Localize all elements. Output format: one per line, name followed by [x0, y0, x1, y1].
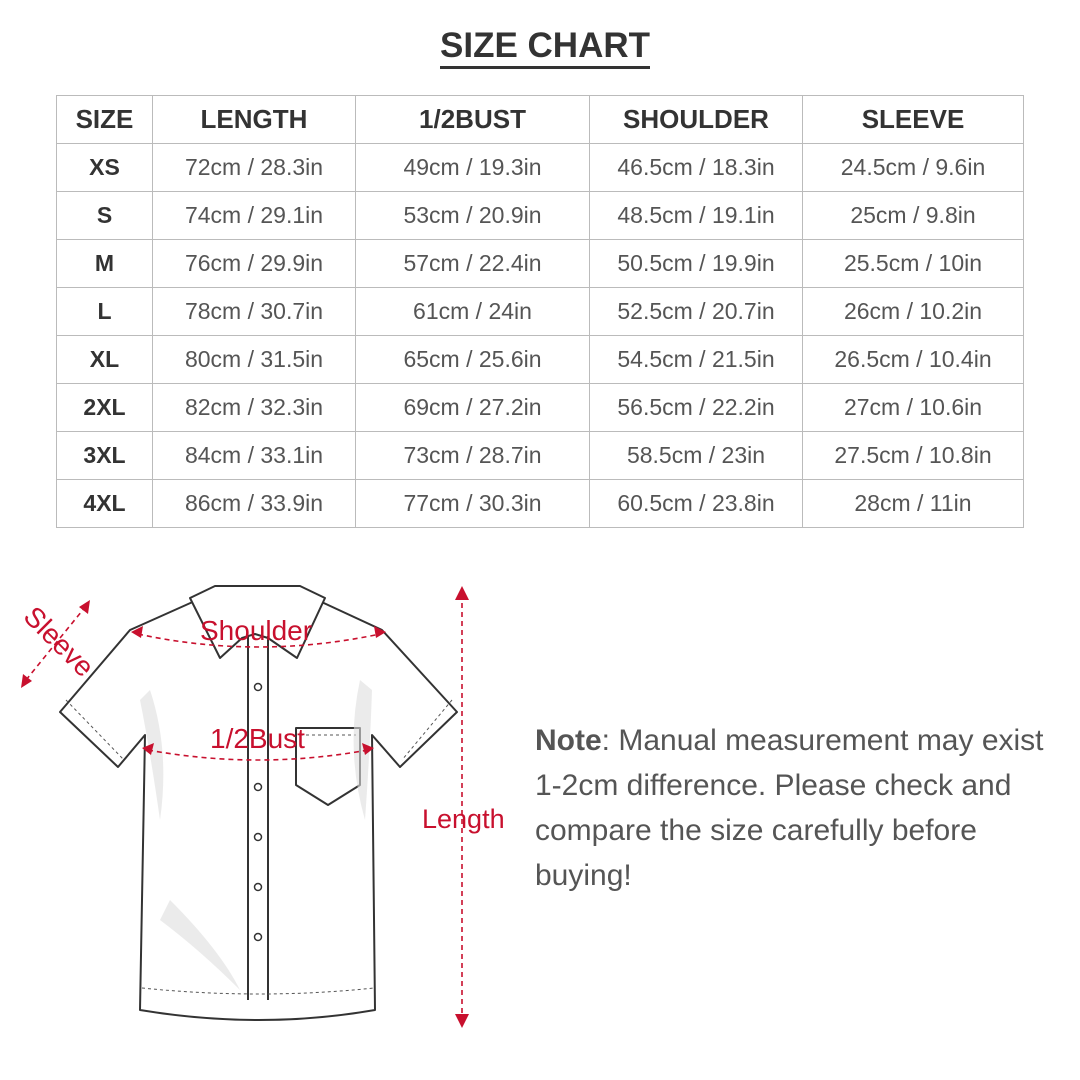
measurement-cell: 52.5cm / 20.7in: [589, 287, 803, 336]
measurement-cell: 76cm / 29.9in: [152, 239, 356, 288]
measurement-cell: 73cm / 28.7in: [355, 431, 590, 480]
measurement-cell: 27.5cm / 10.8in: [802, 431, 1024, 480]
table-row: 3XL 84cm / 33.1in 73cm / 28.7in 58.5cm / 23…: [56, 431, 1024, 480]
measurement-cell: 25.5cm / 10in: [802, 239, 1024, 288]
measurement-cell: 24.5cm / 9.6in: [802, 143, 1024, 192]
column-header: SLEEVE: [802, 95, 1024, 144]
measurement-cell: 80cm / 31.5in: [152, 335, 356, 384]
measurement-cell: 65cm / 25.6in: [355, 335, 590, 384]
measurement-cell: 72cm / 28.3in: [152, 143, 356, 192]
column-header: SIZE: [56, 95, 153, 144]
measurement-cell: 50.5cm / 19.9in: [589, 239, 803, 288]
length-label: Length: [422, 804, 505, 834]
note-label: Note: [535, 724, 602, 757]
measurement-cell: 82cm / 32.3in: [152, 383, 356, 432]
measurement-cell: 53cm / 20.9in: [355, 191, 590, 240]
measurement-cell: 27cm / 10.6in: [802, 383, 1024, 432]
size-cell: L: [56, 287, 153, 336]
measurement-cell: 25cm / 9.8in: [802, 191, 1024, 240]
measurement-cell: 46.5cm / 18.3in: [589, 143, 803, 192]
size-table: SIZE LENGTH 1/2BUST SHOULDER SLEEVE XS 72cm /…: [56, 95, 1024, 528]
table-row: S 74cm / 29.1in 53cm / 20.9in 48.5cm / 19.1…: [56, 191, 1024, 240]
page-title: SIZE CHART: [0, 26, 1080, 69]
table-row: XL 80cm / 31.5in 65cm / 25.6in 54.5cm / 21.…: [56, 335, 1024, 384]
measurement-cell: 26.5cm / 10.4in: [802, 335, 1024, 384]
note-text: Note: Manual measurement may exist 1-2cm…: [535, 718, 1055, 898]
size-cell: 3XL: [56, 431, 153, 480]
measurement-cell: 84cm / 33.1in: [152, 431, 356, 480]
shirt-pocket: [295, 727, 361, 806]
shirt-measurement-diagram: Shoulder 1/2Bust Length Sleeve: [18, 585, 505, 1028]
column-header: 1/2BUST: [355, 95, 590, 144]
column-header: SHOULDER: [589, 95, 803, 144]
measurement-cell: 58.5cm / 23in: [589, 431, 803, 480]
measurement-cell: 60.5cm / 23.8in: [589, 479, 803, 528]
measurement-cell: 74cm / 29.1in: [152, 191, 356, 240]
bust-label: 1/2Bust: [210, 723, 305, 754]
measurement-cell: 86cm / 33.9in: [152, 479, 356, 528]
table-row: 2XL 82cm / 32.3in 69cm / 27.2in 56.5cm / 22…: [56, 383, 1024, 432]
size-cell: 2XL: [56, 383, 153, 432]
measurement-cell: 26cm / 10.2in: [802, 287, 1024, 336]
column-header: LENGTH: [152, 95, 356, 144]
measurement-cell: 54.5cm / 21.5in: [589, 335, 803, 384]
size-cell: 4XL: [56, 479, 153, 528]
size-cell: M: [56, 239, 153, 288]
shoulder-label: Shoulder: [200, 615, 312, 646]
note-body: : Manual measurement may exist 1-2cm dif…: [535, 724, 1044, 892]
measurement-cell: 28cm / 11in: [802, 479, 1024, 528]
measurement-cell: 77cm / 30.3in: [355, 479, 590, 528]
table-row: M 76cm / 29.9in 57cm / 22.4in 50.5cm / 19.9…: [56, 239, 1024, 288]
table-row: L 78cm / 30.7in 61cm / 24in 52.5cm / 20.7in…: [56, 287, 1024, 336]
size-cell: XS: [56, 143, 153, 192]
shirt-collar: [189, 585, 326, 659]
measurement-cell: 56.5cm / 22.2in: [589, 383, 803, 432]
measurement-cell: 78cm / 30.7in: [152, 287, 356, 336]
measurement-cell: 48.5cm / 19.1in: [589, 191, 803, 240]
measurement-cell: 57cm / 22.4in: [355, 239, 590, 288]
size-cell: XL: [56, 335, 153, 384]
measurement-cell: 69cm / 27.2in: [355, 383, 590, 432]
size-cell: S: [56, 191, 153, 240]
table-row: 4XL 86cm / 33.9in 77cm / 30.3in 60.5cm / 23…: [56, 479, 1024, 528]
table-header-row: SIZE LENGTH 1/2BUST SHOULDER SLEEVE: [56, 95, 1024, 144]
measurement-cell: 61cm / 24in: [355, 287, 590, 336]
table-row: XS 72cm / 28.3in 49cm / 19.3in 46.5cm / 18.…: [56, 143, 1024, 192]
shirt-body: [59, 591, 458, 1021]
measurement-cell: 49cm / 19.3in: [355, 143, 590, 192]
